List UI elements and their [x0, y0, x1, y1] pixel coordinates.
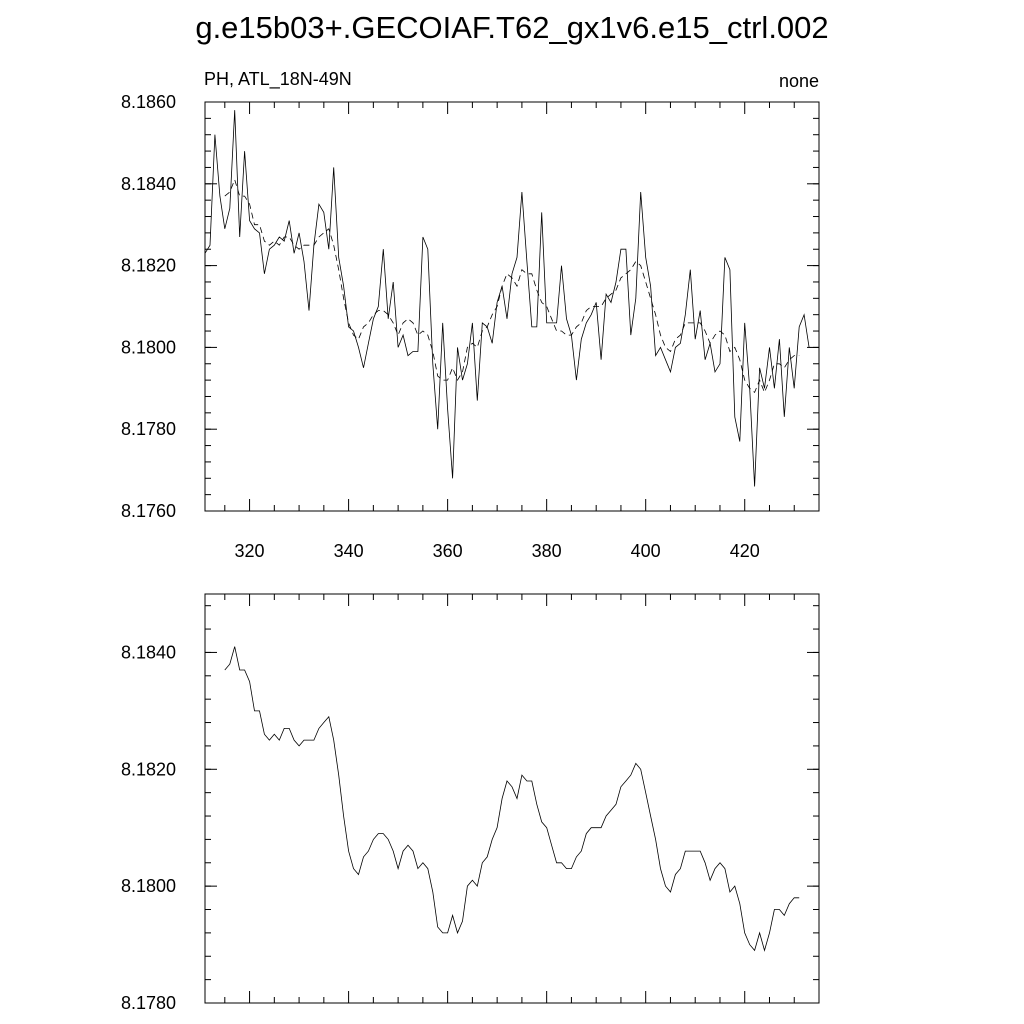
bottom-plot-frame — [204, 593, 820, 1004]
top-x-tick-label: 420 — [730, 541, 760, 561]
top-panel-subtitle-left: PH, ATL_18N-49N — [204, 69, 352, 90]
top-x-tick-label: 360 — [433, 541, 463, 561]
top-plot-frame — [204, 101, 820, 512]
top-panel-axes: 320 340 360 380 400 420 8.1760 8.1780 8.1800 8.18… — [121, 92, 820, 561]
top-panel-subtitle-right: none — [779, 71, 819, 91]
top-y-tick-label: 8.1780 — [121, 419, 176, 439]
top-y-tick-label: 8.1760 — [121, 501, 176, 521]
top-y-tick-label: 8.1860 — [121, 92, 176, 112]
figure-title: g.e15b03+.GECOIAF.T62_gx1v6.e15_ctrl.002 — [195, 10, 828, 45]
top-panel-series — [204, 110, 819, 487]
top-y-tick-label: 8.1840 — [121, 174, 176, 194]
bottom-panel: 8.1780 8.1800 8.1820 8.1840 — [121, 593, 820, 1013]
bottom-y-tick-label: 8.1800 — [121, 876, 176, 896]
top-x-tick-label: 340 — [334, 541, 364, 561]
bottom-y-tick-label: 8.1820 — [121, 759, 176, 779]
top-x-tick-label: 380 — [532, 541, 562, 561]
bottom-panel-series — [224, 646, 800, 952]
bottom-y-tick-label: 8.1840 — [121, 642, 176, 662]
top-series-line-dashed — [224, 178, 800, 394]
bottom-panel-axes: 8.1780 8.1800 8.1820 8.1840 — [121, 594, 820, 1013]
top-x-tick-label: 400 — [631, 541, 661, 561]
top-y-tick-label: 8.1820 — [121, 256, 176, 276]
top-panel: PH, ATL_18N-49N none 320 340 360 380 400 420 8… — [121, 69, 820, 561]
top-y-tick-label: 8.1800 — [121, 337, 176, 357]
top-x-tick-label: 320 — [235, 541, 265, 561]
bottom-series-line-solid — [224, 646, 800, 952]
top-series-line-solid — [204, 110, 819, 487]
bottom-y-tick-label: 8.1780 — [121, 993, 176, 1013]
